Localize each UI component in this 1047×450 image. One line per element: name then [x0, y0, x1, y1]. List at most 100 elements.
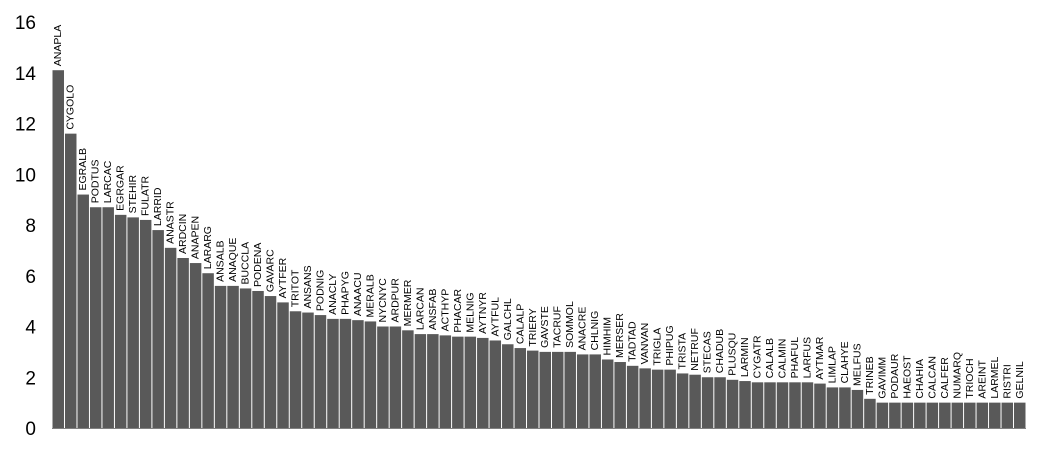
- bar-label: RISTRI: [1001, 364, 1013, 398]
- bar-chadub: [714, 377, 726, 428]
- bar-limlap: [826, 387, 839, 428]
- bar-label: PHAPYG: [339, 271, 351, 315]
- bar-label: CALALP: [514, 304, 526, 344]
- bar-tacruf: [551, 351, 564, 429]
- bar-label: HAEOST: [901, 355, 913, 399]
- bar-label: PLUSQU: [727, 333, 739, 376]
- bar-gavimm: [876, 402, 889, 429]
- bar-larfus: [801, 382, 814, 428]
- bar-label: VANVAN: [639, 323, 651, 365]
- bar-podnig: [314, 315, 327, 428]
- bar-trineb: [864, 398, 876, 428]
- bar-label: ANAPEN: [190, 216, 202, 259]
- bar-vanvan: [639, 368, 651, 428]
- bar-clahye: [839, 387, 851, 428]
- bar-anapla: [52, 70, 64, 429]
- bar-label: AREINT: [976, 360, 988, 399]
- y-tick-label: 8: [25, 216, 36, 237]
- bar-melnig: [464, 336, 477, 428]
- y-tick-label: 14: [15, 64, 37, 85]
- bar-lararg: [202, 273, 214, 428]
- bar-label: CALMIN: [777, 339, 789, 379]
- y-tick-label: 0: [25, 419, 36, 440]
- bar-label: ANAQUE: [227, 238, 239, 282]
- bar-label: TADTAD: [627, 321, 639, 362]
- bar-stehir: [127, 217, 139, 428]
- y-tick-label: 6: [25, 267, 36, 288]
- bar-label: ANASTR: [165, 201, 177, 244]
- bar-triery: [527, 350, 539, 428]
- bar-aytful: [489, 340, 502, 428]
- bar-label: TRISTA: [677, 333, 689, 370]
- bar-label: GALCHL: [502, 298, 514, 340]
- bar-label: EGRALB: [77, 148, 89, 191]
- bar-numarq: [951, 402, 964, 429]
- bar-label: ANSANS: [302, 265, 314, 308]
- bar-label: AYTNYR: [477, 292, 489, 334]
- bar-anaacu: [352, 320, 364, 428]
- y-tick-label: 2: [25, 368, 36, 389]
- bar-label: NETRUF: [689, 328, 701, 371]
- bar-sommol: [564, 351, 576, 429]
- bar-label: CYGATR: [752, 335, 764, 378]
- bar-trigla: [651, 369, 664, 428]
- bar-label: CALALB: [764, 338, 776, 378]
- bar-buccla: [239, 288, 252, 428]
- bar-acthyp: [439, 335, 452, 428]
- bar-label: PHACAR: [452, 288, 464, 332]
- bar-phaful: [789, 382, 801, 428]
- bar-label: LARMIN: [739, 337, 751, 377]
- bar-label: MELNIG: [464, 292, 476, 332]
- bar-merser: [614, 362, 626, 428]
- bar-label: PODAUR: [889, 353, 901, 398]
- bar-calcan: [926, 402, 939, 429]
- bar-tadtad: [626, 365, 639, 428]
- bar-label: NYCNYC: [377, 278, 389, 323]
- bar-label: GAVIMM: [876, 357, 888, 399]
- bar-label: PODTUS: [90, 159, 102, 203]
- bar-label: TRIOCH: [964, 358, 976, 398]
- bar-anastr: [164, 247, 177, 428]
- bar-podaur: [889, 402, 901, 429]
- bar-label: HIMHIM: [602, 317, 614, 356]
- bar-label: CLAHYE: [839, 341, 851, 383]
- bar-label: LIMLAP: [826, 346, 838, 383]
- bar-aytnyr: [477, 337, 489, 428]
- bar-label: CALCAN: [926, 356, 938, 399]
- bar-anacly: [327, 318, 339, 428]
- bar-larrid: [152, 230, 164, 428]
- bar-phipug: [664, 369, 676, 428]
- bar-label: CYGOLO: [65, 85, 77, 130]
- bar-label: LARCAN: [414, 288, 426, 331]
- bar-calalb: [764, 382, 776, 428]
- bar-aytfer: [277, 302, 289, 428]
- bar-gavarc: [264, 296, 277, 428]
- bar-anaque: [227, 285, 239, 428]
- bar-label: ANACLY: [327, 274, 339, 315]
- bar-label: TACRUF: [552, 306, 564, 348]
- bar-gelnil: [1014, 402, 1026, 429]
- bar-label: MERALB: [364, 274, 376, 317]
- bar-ardpur: [389, 326, 402, 428]
- bar-label: MERSER: [614, 313, 626, 358]
- bar-label: LARARG: [202, 226, 214, 269]
- bar-podena: [252, 290, 264, 428]
- bar-larcan: [414, 334, 427, 428]
- bar-anacre: [576, 354, 589, 428]
- bar-haeost: [901, 402, 914, 429]
- bar-gavste: [539, 351, 551, 429]
- bar-ristri: [1001, 402, 1014, 429]
- bar-larmin: [739, 381, 751, 428]
- bar-chlnig: [589, 354, 601, 428]
- bar-label: ANSALB: [215, 240, 227, 281]
- bar-label: PODENA: [252, 243, 264, 287]
- bar-trista: [676, 373, 689, 428]
- bar-cygolo: [64, 133, 77, 428]
- bar-cygatr: [751, 382, 764, 428]
- bar-areint: [976, 402, 989, 429]
- bar-label: AYTMAR: [814, 336, 826, 379]
- bar-label: AYTFUL: [489, 297, 501, 337]
- bar-galchl: [502, 344, 514, 428]
